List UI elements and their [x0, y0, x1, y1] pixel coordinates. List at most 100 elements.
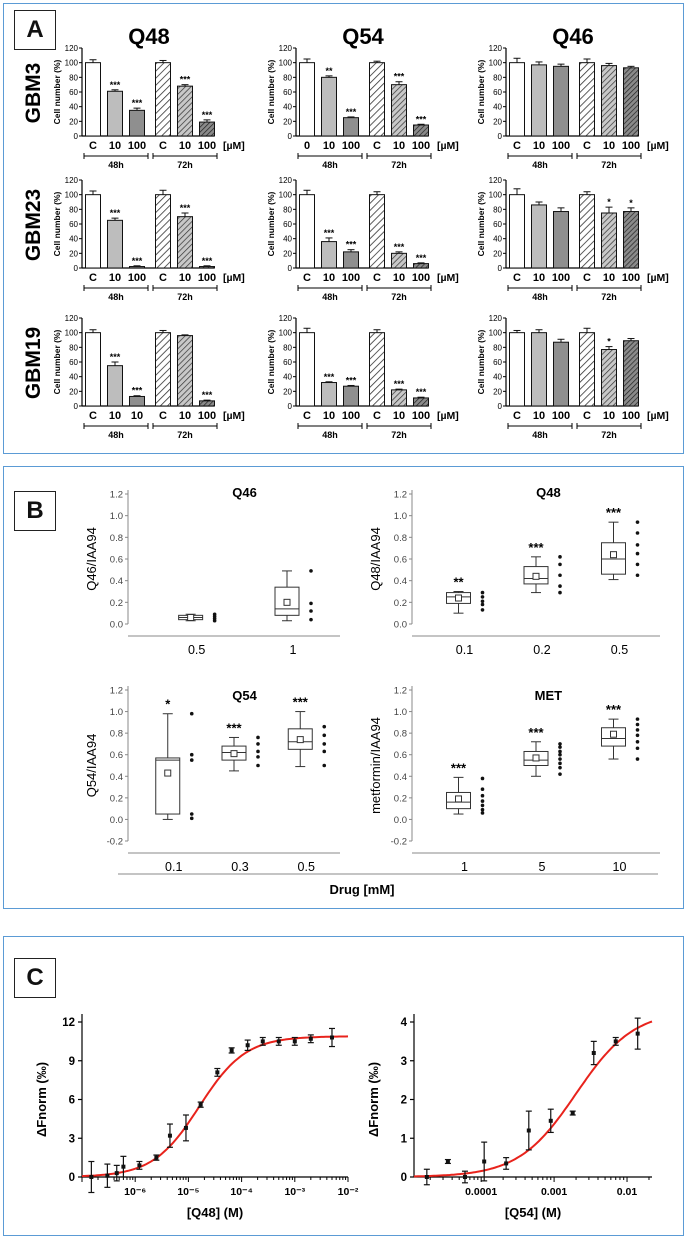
x-tick-label: 100	[342, 272, 360, 284]
panel-c	[3, 936, 684, 1236]
bar-chart-gbm19-q46: Cell number (%) 0 20 40 60 80 100 120 C 10 100 C * 10…	[476, 314, 669, 440]
y-tick-label: 40	[69, 103, 78, 112]
significance-stars: ***	[394, 379, 405, 389]
group-label-72h: 72h	[177, 160, 193, 170]
y-tick-label: 4	[401, 1017, 408, 1029]
bar	[413, 124, 429, 137]
group-label-72h: 72h	[177, 292, 193, 302]
y-axis-label: Cell number (%)	[266, 329, 276, 394]
box-0.1: ** 0.1	[446, 575, 485, 657]
bar	[299, 62, 315, 137]
significance-stars: *	[607, 337, 611, 347]
mean-marker	[532, 754, 540, 762]
y-tick-label: 0	[498, 264, 503, 273]
x-tick-label: C	[373, 410, 381, 422]
bar	[509, 62, 525, 137]
fit-curve	[81, 1035, 349, 1178]
group-label-48h: 48h	[532, 160, 548, 170]
mean-marker	[455, 795, 462, 803]
bar	[199, 266, 215, 269]
data-point	[635, 543, 640, 547]
data-point	[558, 761, 562, 766]
data-point	[309, 609, 313, 613]
y-tick-label: 20	[493, 249, 502, 258]
significance-stars: **	[453, 575, 464, 590]
y-tick-label: 120	[279, 176, 293, 185]
y-tick-label: 40	[283, 103, 292, 112]
x-tick-label: 10	[603, 140, 615, 152]
data-point	[183, 1125, 188, 1130]
data-point	[189, 758, 194, 762]
y-tick-label: 0.0	[110, 815, 123, 826]
group-label-48h: 48h	[532, 292, 548, 302]
group-label-48h: 48h	[108, 160, 124, 170]
data-point	[480, 595, 485, 599]
x-axis-label: [Q48] (M)	[187, 1205, 243, 1220]
y-axis-label: Cell number (%)	[52, 191, 62, 256]
data-point	[198, 1102, 203, 1107]
y-tick-label: 6	[69, 1095, 75, 1107]
y-tick-label: 100	[489, 329, 503, 338]
x-tick-label: C	[373, 140, 381, 152]
y-tick-label: 120	[65, 44, 79, 53]
bar	[391, 84, 407, 137]
x-axis-label: [Q54] (M)	[505, 1205, 561, 1220]
y-tick-label: 100	[279, 191, 293, 200]
bar	[553, 65, 569, 137]
data-point	[504, 1161, 509, 1166]
bar	[85, 194, 101, 269]
bar	[579, 332, 595, 407]
box-iqr	[155, 757, 181, 815]
x-tick-label: 100	[128, 272, 146, 284]
significance-stars: ***	[416, 253, 427, 263]
bar	[623, 67, 639, 137]
significance-stars: *	[165, 697, 171, 712]
significance-stars: **	[325, 66, 333, 76]
significance-stars: ***	[132, 256, 143, 266]
unit-label: [µM]	[437, 140, 459, 152]
data-point	[137, 1163, 142, 1168]
significance-stars: ***	[132, 98, 143, 108]
y-tick-label: 1.0	[110, 511, 123, 522]
y-tick-label: 0.0	[394, 620, 407, 631]
y-tick-label: 2	[401, 1095, 407, 1107]
data-point	[322, 763, 327, 768]
bar	[413, 263, 429, 269]
x-tick-label: 100	[198, 410, 216, 422]
significance-stars: ***	[606, 505, 622, 520]
data-point	[635, 739, 640, 744]
x-tick-label: 0.0001	[465, 1186, 497, 1198]
x-tick-label: C	[303, 272, 311, 284]
bar	[129, 395, 145, 407]
x-tick-label: C	[583, 410, 591, 422]
bar	[321, 382, 337, 407]
significance-stars: ***	[324, 228, 335, 238]
panel-a-charts: Q48 Q54 Q46 GBM3 GBM23 GBM19 Cell number (%) 0 2…	[22, 24, 669, 440]
dose-response-chart-2: 0 1 2 3 4 0.0001 0.001 0.01 [Q54] (M) ΔFnorm (‰)	[366, 1014, 653, 1220]
bar-chart-gbm19-q54: Cell number (%) 0 20 40 60 80 100 120 C *** 10 *** 1…	[266, 314, 459, 440]
data-point	[558, 742, 562, 746]
x-tick-label: 10⁻³	[284, 1186, 305, 1198]
significance-stars: ***	[346, 375, 357, 385]
data-point	[526, 1128, 531, 1133]
box-1: 1	[274, 569, 313, 657]
x-tick-label: 10	[323, 272, 335, 284]
data-point	[558, 752, 562, 757]
x-tick-label: 10	[131, 410, 143, 422]
y-tick-label: 20	[69, 387, 78, 396]
group-label-72h: 72h	[601, 430, 617, 440]
y-tick-label: 0.6	[394, 555, 407, 566]
y-tick-label: 60	[69, 358, 78, 367]
data-point	[308, 1036, 313, 1041]
data-point	[189, 752, 194, 757]
y-axis-label: Cell number (%)	[476, 329, 486, 394]
significance-stars: ***	[416, 114, 427, 124]
group-label-72h: 72h	[601, 292, 617, 302]
x-tick-label: 10	[613, 860, 627, 874]
significance-stars: ***	[528, 725, 544, 740]
x-tick-label: 10	[323, 140, 335, 152]
bar	[129, 266, 145, 269]
significance-stars: ***	[606, 702, 622, 717]
y-tick-label: 100	[279, 59, 293, 68]
